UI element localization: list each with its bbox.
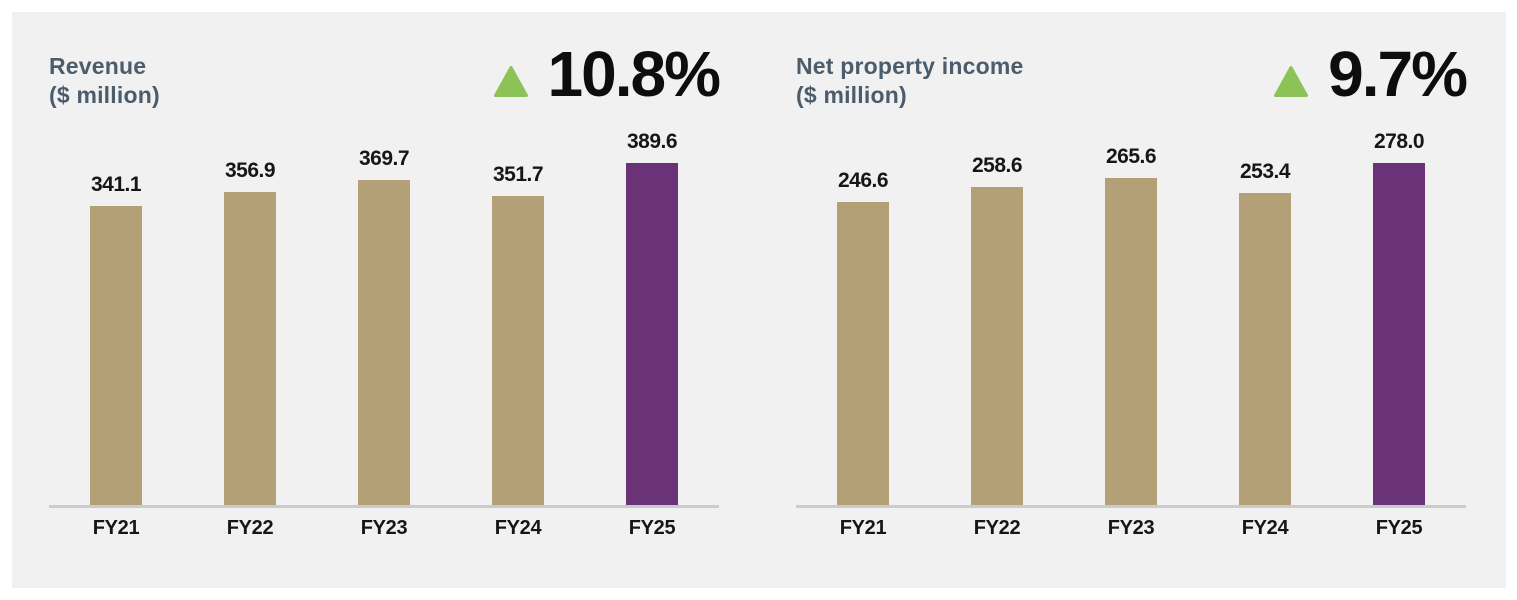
bar-value-label: 278.0 [1373,130,1425,153]
bar-group: 278.0 [1332,130,1466,505]
x-axis-label: FY21 [839,517,887,539]
bar [626,163,678,505]
x-axis-labels: FY21 FY22 FY23 FY24 FY25 [49,517,719,540]
bar-group: 265.6 [1064,145,1198,505]
bar [224,192,276,505]
bar-value-label: 356.9 [224,159,276,182]
bar-value-label: 351.7 [492,163,544,186]
chart-title-line2: ($ million) [49,82,160,108]
up-triangle-icon [493,65,528,97]
chart-title: Revenue ($ million) [49,52,160,110]
change-indicator: 10.8% [493,38,721,110]
x-axis-label: FY25 [628,517,676,539]
bar-group: 246.6 [796,166,930,505]
bar-value-label: 258.6 [971,154,1023,177]
x-axis-label: FY22 [973,517,1021,539]
bar-plot: 246.6 258.6 265.6 253.4 278.0 [796,130,1466,508]
bar-value-label: 253.4 [1239,160,1291,183]
bar-value-label: 265.6 [1105,145,1157,168]
bar-group: 341.1 [49,166,183,505]
change-percentage: 9.7% [1328,38,1468,110]
change-percentage: 10.8% [547,38,721,110]
x-axis-label: FY22 [226,517,274,539]
change-indicator: 9.7% [1274,38,1468,110]
bar-group: 351.7 [451,163,585,505]
chart-title: Net property income ($ million) [796,52,1023,110]
x-axis-label: FY25 [1375,517,1423,539]
infographic-panel: Revenue ($ million) 10.8% 341.1 356.9 369.… [12,12,1506,588]
bar [90,206,142,505]
bar-plot: 341.1 356.9 369.7 351.7 389.6 [49,130,719,508]
bar [837,202,889,505]
bar-group: 389.6 [585,130,719,505]
bar [971,187,1023,505]
bar-value-label: 246.6 [837,169,889,192]
x-axis-label: FY24 [1241,517,1289,539]
x-axis-label: FY23 [1107,517,1155,539]
chart-title-line1: Net property income [796,53,1024,79]
x-axis-label: FY21 [92,517,140,539]
bar [1239,193,1291,505]
net-property-income-chart: Net property income ($ million) 9.7% 246… [759,12,1506,588]
bar-value-label: 369.7 [358,147,410,170]
x-axis-label: FY23 [360,517,408,539]
revenue-chart: Revenue ($ million) 10.8% 341.1 356.9 369.… [12,12,759,588]
chart-header: Net property income ($ million) 9.7% [796,42,1468,114]
bar [358,180,410,505]
bar-value-label: 389.6 [626,130,678,153]
bar [492,196,544,505]
bar-value-label: 341.1 [90,173,142,196]
bar-group: 253.4 [1198,160,1332,505]
bar-group: 356.9 [183,159,317,505]
chart-title-line2: ($ million) [796,82,907,108]
x-axis-label: FY24 [494,517,542,539]
bar-group: 258.6 [930,154,1064,505]
bar [1373,163,1425,505]
chart-header: Revenue ($ million) 10.8% [49,42,721,114]
bar-group: 369.7 [317,147,451,505]
bar [1105,178,1157,505]
x-axis-labels: FY21 FY22 FY23 FY24 FY25 [796,517,1466,540]
up-triangle-icon [1274,65,1309,97]
chart-title-line1: Revenue [49,53,147,79]
